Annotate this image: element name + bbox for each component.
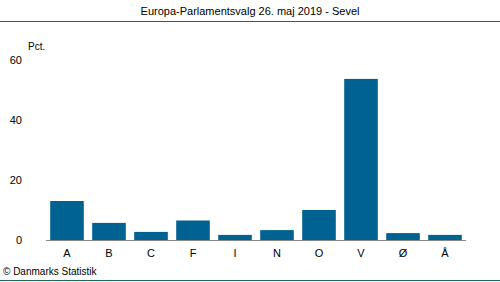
bar <box>302 210 336 240</box>
bar <box>134 232 168 240</box>
bar <box>176 221 210 241</box>
footer-rule <box>0 280 500 281</box>
y-tick-label: 20 <box>10 174 22 186</box>
bar <box>218 235 252 240</box>
bar <box>50 201 84 240</box>
x-tick-label: Å <box>441 247 449 259</box>
y-tick <box>38 180 42 181</box>
y-tick <box>38 240 42 241</box>
title: Europa-Parlamentsvalg 26. maj 2019 - Sev… <box>141 5 360 17</box>
y-tick-label: 40 <box>10 114 22 126</box>
bar <box>344 79 378 240</box>
x-tick-label: N <box>273 247 281 259</box>
bar <box>386 233 420 240</box>
x-axis-line <box>46 240 466 241</box>
x-tick-label: I <box>233 247 236 259</box>
x-tick-label: B <box>105 247 112 259</box>
bar <box>92 223 126 240</box>
x-tick-label: A <box>63 247 71 259</box>
bars <box>50 79 462 240</box>
x-tick-label: O <box>315 247 324 259</box>
y-tick <box>38 120 42 121</box>
bar <box>428 235 462 240</box>
y-tick-label: 0 <box>16 234 22 246</box>
chart-container: Europa-Parlamentsvalg 26. maj 2019 - Sev… <box>0 0 500 282</box>
x-tick-label: Ø <box>399 247 408 259</box>
source: © Danmarks Statistik <box>3 266 98 277</box>
x-tick-label: V <box>357 247 365 259</box>
y-axis-label: Pct. <box>28 41 45 52</box>
x-tick-label: F <box>190 247 197 259</box>
x-tick-label: C <box>147 247 155 259</box>
header-rule <box>0 21 500 22</box>
y-tick-label: 60 <box>10 54 22 66</box>
chart-svg: Europa-Parlamentsvalg 26. maj 2019 - Sev… <box>0 0 500 282</box>
bar <box>260 230 294 240</box>
y-tick <box>38 60 42 61</box>
